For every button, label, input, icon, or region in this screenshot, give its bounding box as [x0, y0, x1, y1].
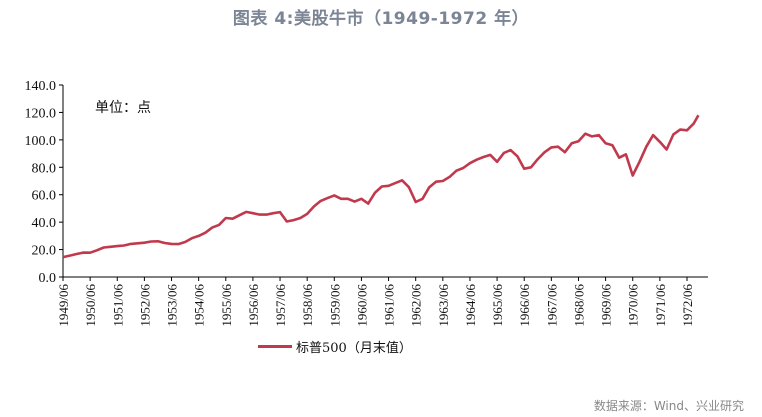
x-tick-label: 1950/06: [83, 284, 98, 327]
legend-line-swatch: [258, 345, 292, 348]
x-tick-label: 1960/06: [354, 284, 369, 327]
chart-title: 图表 4:美股牛市（1949-1972 年）: [232, 9, 530, 29]
x-tick-label: 1962/06: [409, 284, 424, 327]
x-tick-label: 1964/06: [463, 284, 478, 327]
y-tick-label: 40.0: [32, 216, 57, 231]
legend: 标普500（月末值）: [258, 337, 412, 356]
x-tick-label: 1963/06: [436, 284, 451, 327]
source-note: 数据来源：Wind、兴业研究: [593, 399, 744, 413]
x-tick-label: 1951/06: [110, 284, 125, 327]
x-tick-label: 1959/06: [327, 284, 342, 327]
y-tick-label: 0.0: [39, 271, 57, 286]
x-tick-label: 1967/06: [544, 284, 559, 327]
axes: 0.0 20.0 40.0 60.0 80.0 100.0 120.0 140.0 1949/0…: [25, 79, 708, 327]
x-tick-label: 1958/06: [300, 284, 315, 327]
y-tick-label: 120.0: [25, 106, 57, 121]
x-tick-label: 1969/06: [599, 284, 614, 327]
y-tick-label: 60.0: [32, 189, 57, 204]
y-tick-label: 80.0: [32, 161, 57, 176]
x-tick-label: 1970/06: [626, 284, 641, 327]
x-tick-label: 1955/06: [219, 284, 234, 327]
x-tick-label: 1961/06: [382, 284, 397, 327]
x-tick-label: 1956/06: [246, 284, 261, 327]
x-tick-label: 1968/06: [571, 284, 586, 327]
y-tick-label: 20.0: [32, 244, 57, 259]
x-tick-label: 1953/06: [165, 284, 180, 327]
x-tick-label: 1971/06: [653, 284, 668, 327]
y-tick-label: 100.0: [25, 134, 57, 149]
x-tick-label: 1957/06: [273, 284, 288, 327]
x-tick-label: 1972/06: [680, 284, 695, 327]
legend-label: 标普500（月末值）: [296, 341, 412, 356]
x-tick-label: 1965/06: [490, 284, 505, 327]
y-tick-label: 140.0: [25, 79, 57, 94]
x-tick-label: 1954/06: [192, 284, 207, 327]
unit-label: 单位：点: [95, 100, 151, 116]
x-tick-label: 1966/06: [517, 284, 532, 327]
sp500-line: [62, 114, 700, 259]
x-tick-label: 1949/06: [56, 284, 71, 327]
x-tick-label: 1952/06: [137, 284, 152, 327]
